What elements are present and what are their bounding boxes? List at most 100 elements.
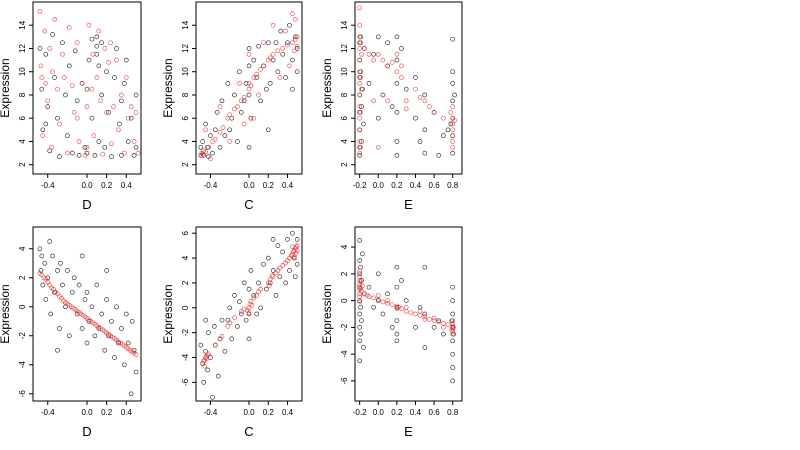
data-point-black xyxy=(450,98,456,104)
data-point-black xyxy=(431,325,437,330)
data-point-black xyxy=(99,40,105,46)
y-axis-label: Expression xyxy=(161,58,175,117)
data-point-black xyxy=(65,133,70,138)
data-point-red xyxy=(359,51,364,57)
data-point-red xyxy=(205,352,210,358)
data-point-black xyxy=(256,43,261,49)
data-point-black xyxy=(200,139,206,144)
data-point-red xyxy=(251,75,257,80)
data-point-black xyxy=(251,57,257,63)
data-point-black xyxy=(50,32,55,37)
data-point-black xyxy=(422,127,428,133)
data-point-red xyxy=(212,136,218,142)
data-point-black xyxy=(275,243,281,248)
data-point-red xyxy=(357,268,363,274)
data-point-black xyxy=(248,268,254,273)
data-point-red xyxy=(82,153,88,158)
data-point-black xyxy=(203,348,208,354)
y-tick-label: 14 xyxy=(18,20,27,29)
data-point-black xyxy=(92,153,98,158)
data-point-black xyxy=(450,351,456,357)
data-point-red xyxy=(47,46,53,51)
x-tick-label: 0.6 xyxy=(429,408,441,417)
data-point-black xyxy=(37,46,43,51)
data-point-red xyxy=(450,318,456,324)
data-point-red xyxy=(74,115,80,121)
data-point-black xyxy=(380,92,386,98)
panel-1: -0.4 0.0 0.2 0.4 2 4 6 8 10 12 14 D Expression xyxy=(0,1,142,212)
data-point-red xyxy=(40,133,46,138)
data-point-red xyxy=(399,75,404,80)
data-point-red xyxy=(106,60,111,65)
y-tick-label: 4 xyxy=(340,139,349,144)
data-point-black xyxy=(270,237,276,242)
data-point-black xyxy=(55,347,60,353)
data-point-red xyxy=(108,40,113,46)
data-point-black xyxy=(237,69,242,75)
data-point-red xyxy=(385,300,390,306)
data-point-black xyxy=(84,86,90,92)
data-point-black xyxy=(123,311,129,317)
data-point-black xyxy=(450,81,456,86)
data-point-red xyxy=(441,325,446,330)
data-point-red xyxy=(417,312,423,318)
data-point-red xyxy=(47,282,53,288)
data-point-red xyxy=(206,144,211,150)
data-point-black xyxy=(219,317,225,323)
data-point-black xyxy=(38,268,44,273)
data-point-red xyxy=(357,92,363,98)
data-point-red xyxy=(270,22,276,28)
data-point-red xyxy=(203,149,208,155)
y-tick-label: -4 xyxy=(18,361,27,369)
data-point-red xyxy=(441,115,446,121)
data-point-red xyxy=(238,309,244,314)
data-point-red xyxy=(251,115,257,121)
data-point-red xyxy=(38,63,44,69)
x-tick-label: -0.4 xyxy=(41,408,55,417)
data-point-black xyxy=(292,274,298,280)
x-tick-label: 0.0 xyxy=(373,408,385,417)
data-point-black xyxy=(69,289,75,295)
y-tick-label: 4 xyxy=(181,139,190,144)
data-point-black xyxy=(422,345,428,350)
data-point-black xyxy=(58,260,63,266)
x-tick-label: 0.4 xyxy=(410,181,422,190)
data-point-black xyxy=(394,338,400,344)
data-point-black xyxy=(72,48,78,54)
data-point-red xyxy=(119,92,124,98)
data-point-red xyxy=(280,46,286,51)
data-point-black xyxy=(229,336,235,342)
data-point-red xyxy=(131,139,137,144)
data-point-black xyxy=(265,127,271,133)
data-point-black xyxy=(222,348,228,354)
x-axis-label: E xyxy=(404,197,413,212)
data-point-black xyxy=(235,139,240,144)
y-tick-label: 0 xyxy=(340,298,349,303)
y-tick-label: 0 xyxy=(18,304,27,309)
data-point-red xyxy=(227,112,233,118)
data-point-black xyxy=(375,298,381,303)
data-point-black xyxy=(119,326,124,331)
data-point-black xyxy=(86,57,92,63)
data-point-red xyxy=(241,94,247,100)
data-point-red xyxy=(385,63,390,69)
data-point-red xyxy=(441,321,446,326)
data-point-black xyxy=(371,51,376,57)
data-point-black xyxy=(125,340,131,346)
data-point-red xyxy=(357,127,363,133)
x-tick-label: -0.2 xyxy=(353,408,367,417)
data-point-red xyxy=(37,8,43,14)
data-point-red xyxy=(254,71,260,77)
data-point-black xyxy=(210,150,215,156)
data-point-black xyxy=(94,282,100,288)
data-point-black xyxy=(385,291,390,297)
data-point-black xyxy=(43,121,49,127)
data-point-red xyxy=(357,81,363,86)
data-point-red xyxy=(399,63,404,69)
data-point-black xyxy=(265,40,271,46)
data-point-black xyxy=(394,304,400,310)
data-point-black xyxy=(60,40,65,46)
data-point-red xyxy=(125,115,131,121)
x-tick-label: 0.2 xyxy=(101,408,113,417)
